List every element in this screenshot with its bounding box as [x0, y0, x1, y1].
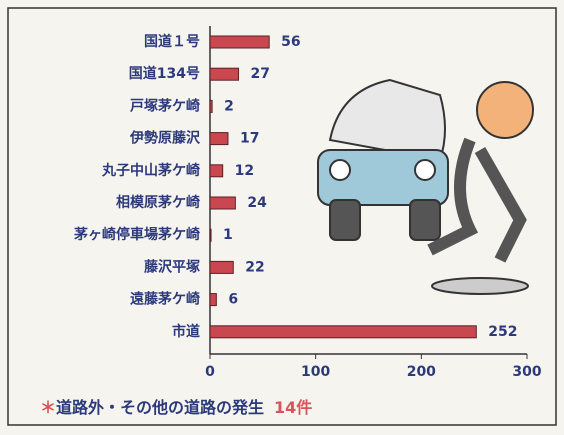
- value-label: 2: [224, 98, 234, 114]
- value-label: 6: [228, 292, 238, 308]
- value-label: 1: [223, 227, 233, 243]
- bar: [209, 99, 213, 113]
- x-tick-label: 200: [407, 364, 436, 380]
- category-label: 相模原茅ケ崎: [116, 194, 200, 211]
- category-label: 丸子中山茅ケ崎: [101, 162, 200, 179]
- value-label: 252: [488, 324, 517, 340]
- frame: [7, 7, 557, 426]
- category-label: 茅ヶ崎停車場茅ケ崎: [74, 226, 200, 243]
- bar: [209, 325, 477, 339]
- category-label: 国道１号: [144, 33, 200, 50]
- value-label: 22: [245, 259, 264, 275]
- category-label: 藤沢平塚: [144, 258, 200, 275]
- bar: [209, 164, 224, 178]
- annotation-part: 14件: [274, 398, 312, 417]
- annotation-part: ＊: [40, 398, 56, 417]
- bar: [209, 228, 212, 242]
- category-label: 伊勢原藤沢: [129, 130, 201, 147]
- bar: [209, 293, 217, 307]
- x-tick-label: 100: [301, 364, 330, 380]
- x-tick-label: 300: [512, 364, 541, 380]
- value-label: 27: [251, 66, 270, 82]
- value-label: 17: [240, 131, 259, 147]
- x-tick-label: 0: [205, 364, 215, 380]
- illustration: [317, 78, 534, 295]
- value-label: 24: [247, 195, 267, 211]
- bar: [209, 260, 234, 274]
- bar: [209, 67, 240, 81]
- category-label: 遠藤茅ケ崎: [130, 291, 200, 308]
- bar: [209, 132, 229, 146]
- value-label: 12: [235, 163, 254, 179]
- bar: [209, 35, 270, 49]
- category-label: 市道: [172, 323, 200, 340]
- bar: [209, 196, 236, 210]
- category-label: 戸塚茅ケ崎: [130, 97, 200, 114]
- value-label: 56: [281, 34, 300, 50]
- category-label: 国道134号: [129, 65, 200, 82]
- annotation-part: 道路外・その他の道路の発生: [56, 398, 264, 417]
- annotation: ＊道路外・その他の道路の発生 14件: [40, 398, 312, 417]
